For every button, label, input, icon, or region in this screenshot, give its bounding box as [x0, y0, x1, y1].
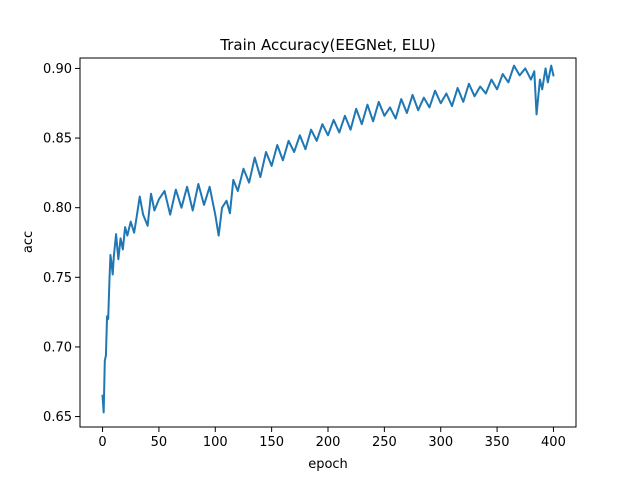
x-tick-label: 250	[372, 435, 397, 450]
y-tick-label: 0.70	[43, 340, 72, 355]
y-tick-label: 0.90	[43, 62, 72, 77]
y-tick-label: 0.85	[43, 132, 72, 147]
x-tick-label: 300	[428, 435, 453, 450]
x-tick-label: 0	[98, 435, 106, 450]
x-axis-label: epoch	[308, 457, 348, 472]
x-tick-label: 100	[203, 435, 228, 450]
x-tick-label: 200	[316, 435, 341, 450]
x-tick-label: 350	[485, 435, 510, 450]
x-tick-label: 400	[541, 435, 566, 450]
chart-title: Train Accuracy(EEGNet, ELU)	[219, 36, 435, 54]
y-tick-label: 0.80	[43, 201, 72, 216]
x-tick-label: 50	[151, 435, 168, 450]
x-tick-label: 150	[259, 435, 284, 450]
y-tick-label: 0.75	[43, 271, 72, 286]
plot-area-frame	[79, 57, 577, 428]
y-tick-label: 0.65	[43, 410, 72, 425]
series-line	[101, 64, 555, 414]
y-axis-ticks: 0.65 0.70 0.75 0.80 0.85 0.90	[43, 62, 80, 425]
x-axis-ticks: 0 50 100 150 200 250 300 350 400	[98, 427, 566, 450]
y-axis-label: acc	[21, 231, 36, 253]
